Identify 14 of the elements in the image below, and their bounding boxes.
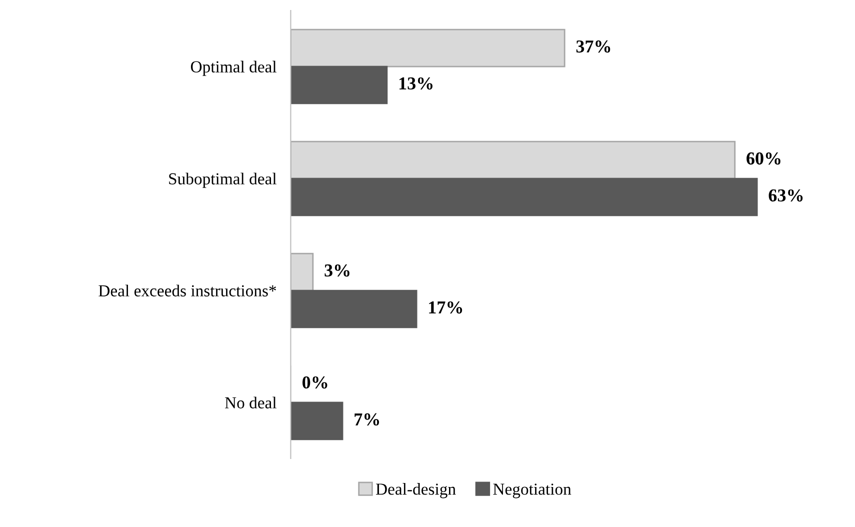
data-label: 13% [399,77,432,90]
data-label: 3% [324,264,350,277]
legend-label: Negotiation [493,484,572,498]
data-label: 17% [429,301,462,314]
data-label: 63% [768,189,803,202]
y-tick-label: Suboptimal deal [169,172,276,188]
data-label: 60% [746,152,780,165]
y-tick-label: No deal [224,396,276,408]
data-label: 7% [354,413,380,426]
y-tick-label: Optimal deal [190,60,276,76]
legend-label: Deal-design [376,483,456,498]
data-label: 37% [576,40,610,53]
y-tick-label: Deal exceeds instructions* [98,284,276,296]
data-label: 0% [302,376,328,389]
